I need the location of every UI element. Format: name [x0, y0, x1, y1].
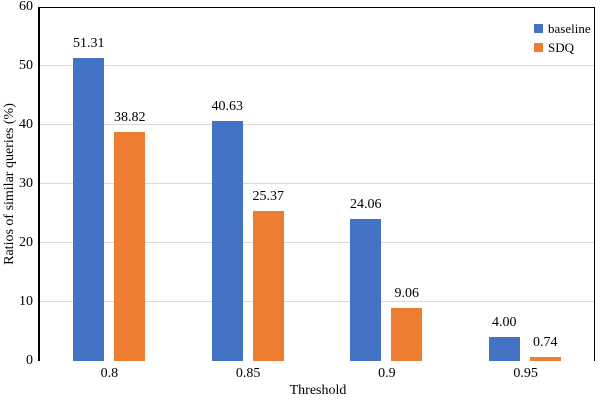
bar-value-label: 40.63: [211, 99, 244, 115]
gridline: [40, 183, 594, 184]
x-tick-label: 0.95: [513, 366, 538, 381]
bar-baseline-0.9: 24.06: [350, 198, 382, 361]
bar-group-0.8: 51.31 38.82: [40, 8, 179, 361]
bar-sdq-0.9: 9.06: [391, 286, 423, 361]
bar-value-label: 9.06: [394, 285, 420, 301]
bar-sdq-0.8: 38.82: [114, 110, 146, 361]
y-tick-label: 20: [19, 235, 33, 250]
bars-area: 51.31 38.82 40.63 25.37 24.06 9.06 4.00 0.74: [40, 8, 594, 361]
x-axis-title: Threshold: [289, 383, 347, 398]
bar-group-0.9: 24.06 9.06: [317, 8, 456, 361]
legend-item-sdq: SDQ: [534, 40, 591, 55]
bar-value-label: 51.31: [73, 36, 105, 52]
gridline: [40, 301, 594, 302]
y-tick-label: 30: [19, 176, 33, 191]
bar-group-0.85: 40.63 25.37: [179, 8, 318, 361]
legend: baseline SDQ: [534, 21, 591, 59]
bar-value-label: 24.06: [350, 197, 382, 213]
gridline: [40, 242, 594, 243]
bar-baseline-0.85: 40.63: [212, 100, 243, 361]
y-tick-label: 60: [19, 0, 33, 14]
bar-value-label: 0.74: [533, 334, 558, 350]
gridline: [40, 65, 594, 66]
bar-group-0.95: 4.00 0.74: [456, 8, 595, 361]
y-tick-label: 50: [19, 58, 33, 73]
bar-value-label: 25.37: [252, 189, 285, 205]
bar-value-label: 4.00: [492, 315, 517, 331]
x-tick-label: 0.9: [378, 366, 396, 381]
legend-label: baseline: [548, 20, 591, 36]
bar-value-label: 38.82: [114, 109, 146, 125]
legend-label: SDQ: [548, 39, 575, 55]
x-tick-label: 0.85: [235, 366, 261, 381]
bar-baseline-0.95: 4.00: [488, 316, 520, 361]
y-tick-label: 40: [19, 117, 33, 132]
gridline: [40, 124, 594, 125]
bar-sdq-0.95: 0.74: [529, 335, 561, 361]
y-tick-label: 0: [26, 353, 33, 368]
y-axis-line: [38, 7, 40, 361]
legend-color-swatch: [534, 43, 543, 52]
plot-area: 51.31 38.82 40.63 25.37 24.06 9.06 4.00 0.74 ba…: [40, 7, 595, 361]
y-tick-label: 10: [19, 294, 33, 309]
legend-item-baseline: baseline: [534, 21, 591, 36]
bar-baseline-0.8: 51.31: [73, 37, 105, 361]
legend-color-swatch: [534, 24, 543, 33]
bar-sdq-0.85: 25.37: [253, 190, 284, 361]
x-tick-label: 0.8: [100, 366, 119, 381]
